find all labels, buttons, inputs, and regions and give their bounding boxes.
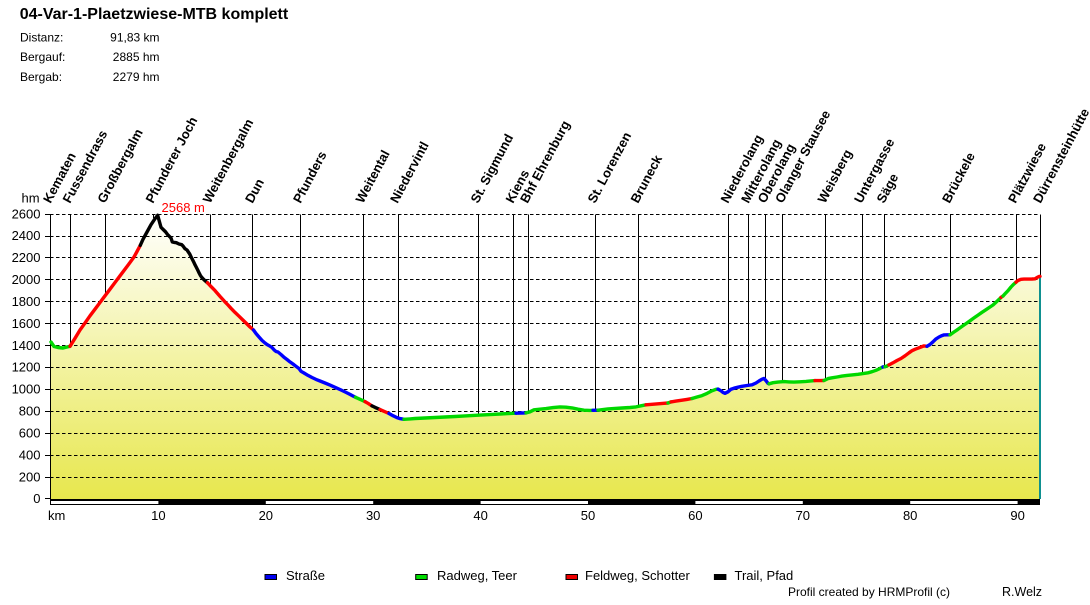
svg-text:2885 hm: 2885 hm: [113, 50, 160, 64]
svg-text:Bergab:: Bergab:: [20, 70, 62, 84]
svg-text:Bruneck: Bruneck: [627, 152, 665, 206]
svg-text:40: 40: [473, 508, 487, 523]
svg-text:Pfunderer Joch: Pfunderer Joch: [142, 114, 200, 205]
svg-text:km: km: [48, 508, 65, 523]
svg-text:1200: 1200: [12, 360, 41, 375]
svg-text:04-Var-1-Plaetzwiese-MTB kompl: 04-Var-1-Plaetzwiese-MTB komplett: [20, 6, 289, 23]
svg-text:30: 30: [366, 508, 380, 523]
svg-text:0: 0: [33, 491, 40, 506]
svg-text:90: 90: [1010, 508, 1024, 523]
svg-text:Bergauf:: Bergauf:: [20, 50, 65, 64]
svg-text:Trail, Pfad: Trail, Pfad: [735, 568, 794, 583]
svg-text:hm: hm: [22, 191, 40, 206]
svg-text:Radweg, Teer: Radweg, Teer: [437, 568, 518, 583]
svg-text:Brückele: Brückele: [939, 150, 978, 206]
svg-text:Niedervintl: Niedervintl: [387, 139, 432, 205]
svg-text:1600: 1600: [12, 316, 41, 331]
svg-text:2000: 2000: [12, 272, 41, 287]
svg-text:Straße: Straße: [286, 568, 325, 583]
svg-text:Weisberg: Weisberg: [814, 147, 855, 206]
svg-text:50: 50: [581, 508, 595, 523]
svg-text:600: 600: [19, 426, 41, 441]
svg-text:Dun: Dun: [242, 176, 267, 205]
svg-text:R.Welz: R.Welz: [1002, 585, 1042, 599]
svg-text:2400: 2400: [12, 228, 41, 243]
svg-text:60: 60: [688, 508, 702, 523]
svg-text:Profil created by HRMProfil (c: Profil created by HRMProfil (c): [788, 585, 950, 599]
svg-text:St. Lorenzen: St. Lorenzen: [584, 129, 634, 205]
svg-text:Feldweg, Schotter: Feldweg, Schotter: [585, 568, 690, 583]
svg-text:2200: 2200: [12, 250, 41, 265]
svg-text:91,83 km: 91,83 km: [110, 31, 159, 45]
svg-text:Pfunders: Pfunders: [290, 149, 330, 206]
svg-text:1800: 1800: [12, 294, 41, 309]
svg-text:70: 70: [796, 508, 810, 523]
svg-text:1000: 1000: [12, 382, 41, 397]
svg-text:Distanz:: Distanz:: [20, 31, 63, 45]
svg-text:200: 200: [19, 469, 41, 484]
svg-text:1400: 1400: [12, 338, 41, 353]
svg-text:2279 hm: 2279 hm: [113, 70, 160, 84]
svg-text:400: 400: [19, 447, 41, 462]
svg-text:2600: 2600: [12, 206, 41, 221]
svg-text:10: 10: [151, 508, 165, 523]
svg-text:800: 800: [19, 404, 41, 419]
svg-text:80: 80: [903, 508, 917, 523]
svg-text:2568 m: 2568 m: [162, 200, 205, 215]
svg-text:20: 20: [259, 508, 273, 523]
svg-text:Bhf Ehrenburg: Bhf Ehrenburg: [517, 118, 573, 205]
svg-text:Weitental: Weitental: [352, 148, 392, 206]
